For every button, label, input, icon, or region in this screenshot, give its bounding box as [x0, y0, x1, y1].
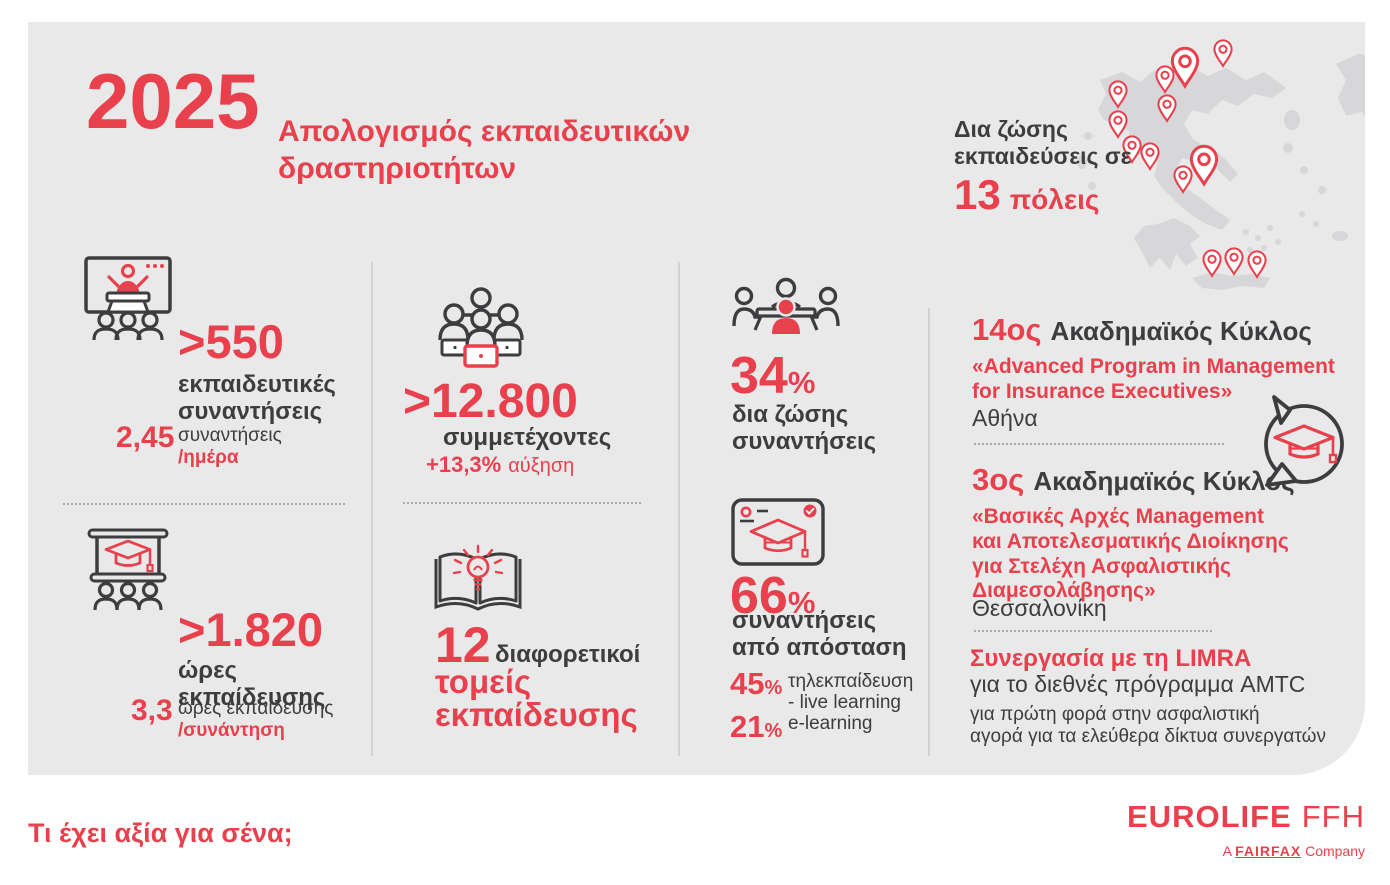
remote-number: 66 — [730, 567, 788, 625]
map-pin-icon — [1224, 247, 1244, 277]
program-2-city: Θεσσαλονίκη — [972, 595, 1107, 621]
partnership-title: Συνεργασία με τη LIMRA — [970, 645, 1252, 672]
map-pin-icon — [1189, 144, 1219, 187]
dotted-divider — [974, 630, 1212, 632]
greece-map — [1077, 39, 1365, 290]
book-idea-icon — [434, 544, 522, 611]
title-year: 2025 — [86, 57, 260, 145]
remote-value: 66 % — [730, 570, 815, 622]
growth-label: αύξηση — [508, 455, 575, 477]
map-pin-icon — [1122, 135, 1142, 165]
meetings-per-day-label: συναντήσεις — [178, 425, 282, 446]
map-pin-icon — [1247, 250, 1267, 280]
in-person-label: δια ζώσης συναντήσεις — [732, 401, 877, 455]
program-1-city: Αθήνα — [972, 405, 1038, 431]
growth-value: +13,3% — [426, 452, 502, 477]
program-2-heading: 3ος Ακαδημαϊκός Κύκλος — [972, 464, 1295, 497]
remote-label: συναντήσεις από απόσταση — [732, 607, 907, 661]
program-1-title: Ακαδημαϊκός Κύκλος — [1050, 316, 1312, 346]
program-1-name: «Advanced Program in Management for Insu… — [972, 355, 1335, 403]
speech-bubble-gradcap-icon — [1264, 395, 1344, 487]
meetings-per-day-value: 2,45 — [116, 421, 175, 454]
map-pin-icon — [1213, 39, 1233, 69]
column-divider — [678, 262, 680, 756]
elearning-value: 21 % — [730, 711, 782, 743]
sectors-label-accent: τομείς εκπαίδευσης — [435, 663, 638, 733]
column-divider — [928, 308, 930, 756]
map-pin-icon — [1155, 65, 1175, 95]
main-card: 2025 Απολογισμός εκπαιδευτικών δραστηριο… — [28, 22, 1365, 775]
telelearning-number: 45 — [730, 666, 765, 701]
in-person-value: 34 % — [730, 350, 815, 402]
elearning-percent-sign: % — [764, 720, 783, 742]
meetings-value: >550 — [178, 315, 284, 368]
hours-value: >1.820 — [178, 603, 324, 656]
sectors-label: διαφορετικοί — [495, 641, 641, 668]
map-caption-block: Δια ζώσης εκπαιδεύσεις σε 13 πόλεις — [954, 116, 1132, 216]
map-pin-icon — [1173, 165, 1193, 195]
map-pin-icon — [1108, 80, 1128, 110]
program-1-ordinal: 14ος — [972, 312, 1042, 347]
company-brand: FAIRFAX — [1235, 843, 1302, 859]
map-caption-text: Δια ζώσης εκπαιδεύσεις σε — [954, 116, 1132, 170]
program-2-ordinal: 3ος — [972, 462, 1025, 497]
meeting-table-icon — [732, 277, 840, 334]
eurolife-logo: EUROLIFE FFH — [1127, 799, 1365, 835]
program-2-name: «Βασικές Αρχές Management και Αποτελεσμα… — [972, 505, 1289, 603]
meetings-label: εκπαιδευτικές συναντήσεις — [178, 371, 336, 425]
footer-question: Τι έχει αξία για σένα; — [28, 818, 293, 848]
elearning-number: 21 — [730, 709, 765, 744]
in-person-percent-sign: % — [787, 365, 816, 400]
in-person-number: 34 — [730, 347, 788, 405]
telelearning-percent-sign: % — [764, 677, 783, 699]
company-suffix: Company — [1305, 843, 1365, 859]
online-learning-icon — [731, 498, 825, 566]
participants-label: συμμετέχοντες — [443, 424, 612, 451]
program-2-title: Ακαδημαϊκός Κύκλος — [1033, 466, 1295, 496]
greece-map-silhouette — [1077, 54, 1365, 290]
meetings-per-day-unit: /ημέρα — [178, 447, 239, 468]
fairfax-company-line: A FAIRFAX Company — [1223, 843, 1365, 859]
hours-per-meeting-label: ώρες εκπαίδευσης — [178, 698, 334, 719]
map-pin-icon — [1108, 110, 1128, 140]
dotted-divider — [403, 502, 641, 504]
participants-growth: +13,3% αύξηση — [426, 452, 574, 478]
dotted-divider — [974, 443, 1224, 445]
title-subtitle: Απολογισμός εκπαιδευτικών δραστηριοτήτων — [278, 115, 691, 185]
logo-ffh-text: FFH — [1301, 799, 1365, 834]
logo-eurolife-text: EUROLIFE — [1127, 799, 1292, 834]
program-1-heading: 14ος Ακαδημαϊκός Κύκλος — [972, 314, 1312, 347]
cities-count: 13 — [954, 171, 1001, 219]
remote-percent-sign: % — [787, 585, 816, 620]
partnership-subtitle: για το διεθνές πρόγραμμα AMTC — [970, 671, 1306, 697]
sectors-value: 12 — [435, 617, 491, 673]
map-pin-icon — [1170, 46, 1200, 89]
map-pin-icon — [1157, 94, 1177, 124]
cities-label: πόλεις — [1009, 184, 1100, 216]
hours-per-meeting-unit: /συνάντηση — [178, 720, 285, 741]
elearning-label: e-learning — [788, 713, 873, 734]
dotted-divider — [63, 503, 345, 505]
hours-label: ώρες εκπαίδευσης — [178, 657, 326, 711]
hours-per-meeting-value: 3,3 — [131, 694, 173, 727]
map-pin-icon — [1202, 249, 1222, 279]
presenter-screen-icon — [84, 256, 172, 340]
participants-value: >12.800 — [403, 375, 578, 428]
classroom-gradcap-icon — [87, 528, 169, 610]
partnership-note: για πρώτη φορά στην ασφαλιστική αγορά γι… — [970, 704, 1326, 748]
map-pin-icon — [1140, 142, 1160, 172]
column-divider — [371, 262, 373, 756]
participants-laptops-icon — [438, 287, 524, 368]
company-prefix: A — [1222, 843, 1232, 859]
telelearning-label: τηλεκπαίδευση - live learning — [788, 671, 914, 713]
telelearning-value: 45 % — [730, 668, 782, 700]
